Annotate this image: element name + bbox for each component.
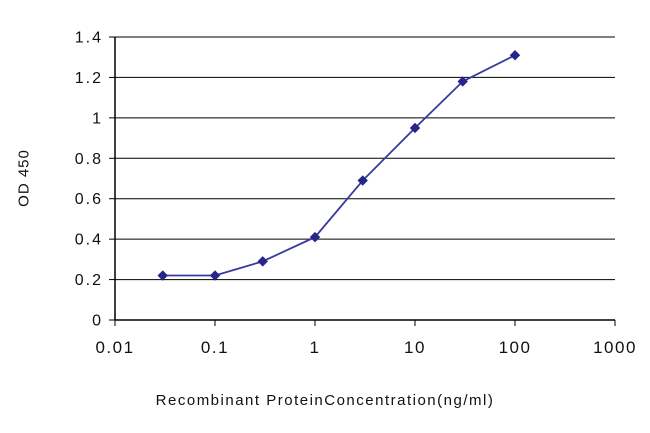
y-tick-label: 1.4 — [75, 30, 103, 47]
x-axis-title: Recombinant ProteinConcentration(ng/ml) — [155, 392, 495, 409]
y-tick-label: 0.2 — [75, 272, 103, 289]
x-tick-label: 1000 — [593, 338, 637, 357]
data-point-marker — [409, 122, 421, 134]
x-tick-label: 100 — [499, 338, 532, 357]
y-tick-label: 0.6 — [75, 191, 103, 208]
y-tick-label: 0 — [92, 313, 103, 330]
y-tick-label: 1.2 — [75, 70, 103, 87]
data-point-marker — [157, 270, 168, 281]
y-tick-label: 1 — [92, 110, 103, 127]
series-line — [162, 54, 516, 277]
x-tick-label: 10 — [404, 338, 426, 357]
data-point-marker — [509, 49, 521, 61]
x-tick-label: 0.1 — [201, 338, 229, 357]
y-axis-title: OD 450 — [15, 149, 33, 207]
y-tick-label: 0.8 — [75, 151, 103, 168]
y-tick-label: 0.4 — [75, 232, 103, 249]
data-point-marker — [457, 76, 468, 87]
data-point-marker — [209, 270, 221, 281]
data-point-marker — [257, 256, 268, 267]
x-tick-label: 1 — [310, 338, 321, 357]
data-point-marker — [357, 175, 368, 186]
x-tick-label: 0.01 — [95, 338, 134, 357]
data-point-marker — [309, 231, 321, 243]
